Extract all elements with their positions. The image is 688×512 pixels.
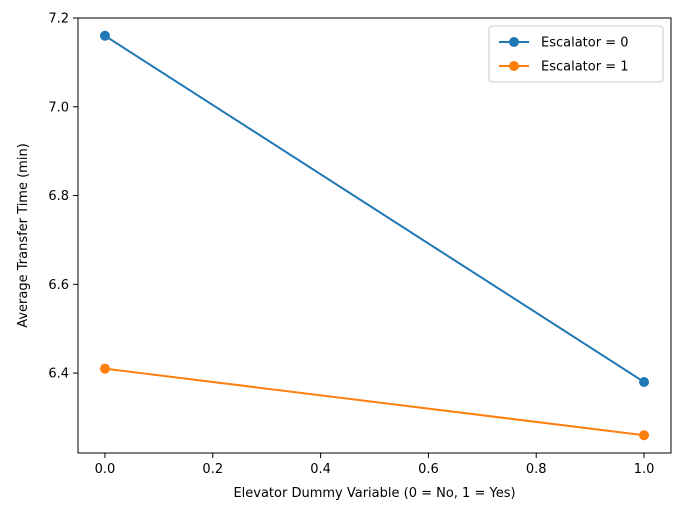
y-tick-label: 6.4 (48, 367, 69, 382)
data-point (99, 363, 110, 374)
series-line-1 (104, 34, 645, 383)
series-line-2 (104, 367, 645, 437)
legend-box (488, 25, 664, 83)
x-tick-label: 0.6 (418, 462, 439, 477)
legend: Escalator = 0 Escalator = 1 (488, 25, 664, 83)
axes: 0.0 0.2 0.4 0.6 0.8 1.0 6.4 6.6 6.8 7.0 7.2 (48, 12, 672, 477)
x-tick-label: 0.8 (526, 462, 547, 477)
legend-label: Escalator = 0 (541, 36, 629, 51)
data-point (99, 30, 110, 41)
x-tick-label: 0.0 (95, 462, 116, 477)
x-tick-label: 1.0 (634, 462, 655, 477)
y-tick-label: 7.2 (48, 12, 69, 27)
y-axis-label: Average Transfer Time (min) (16, 143, 31, 328)
legend-swatch-marker (509, 61, 519, 71)
x-axis-label: Elevator Dummy Variable (0 = No, 1 = Yes… (233, 486, 515, 501)
y-tick-label: 7.0 (48, 100, 69, 115)
y-tick-label: 6.6 (48, 278, 69, 293)
legend-label: Escalator = 1 (541, 60, 629, 75)
x-tick-label: 0.4 (310, 462, 331, 477)
plot-frame (77, 17, 672, 454)
data-point (639, 376, 650, 387)
legend-swatch-marker (509, 37, 519, 47)
x-tick-label: 0.2 (202, 462, 223, 477)
data-point (639, 430, 650, 441)
series-layer (99, 30, 650, 441)
y-tick-label: 6.8 (48, 189, 69, 204)
